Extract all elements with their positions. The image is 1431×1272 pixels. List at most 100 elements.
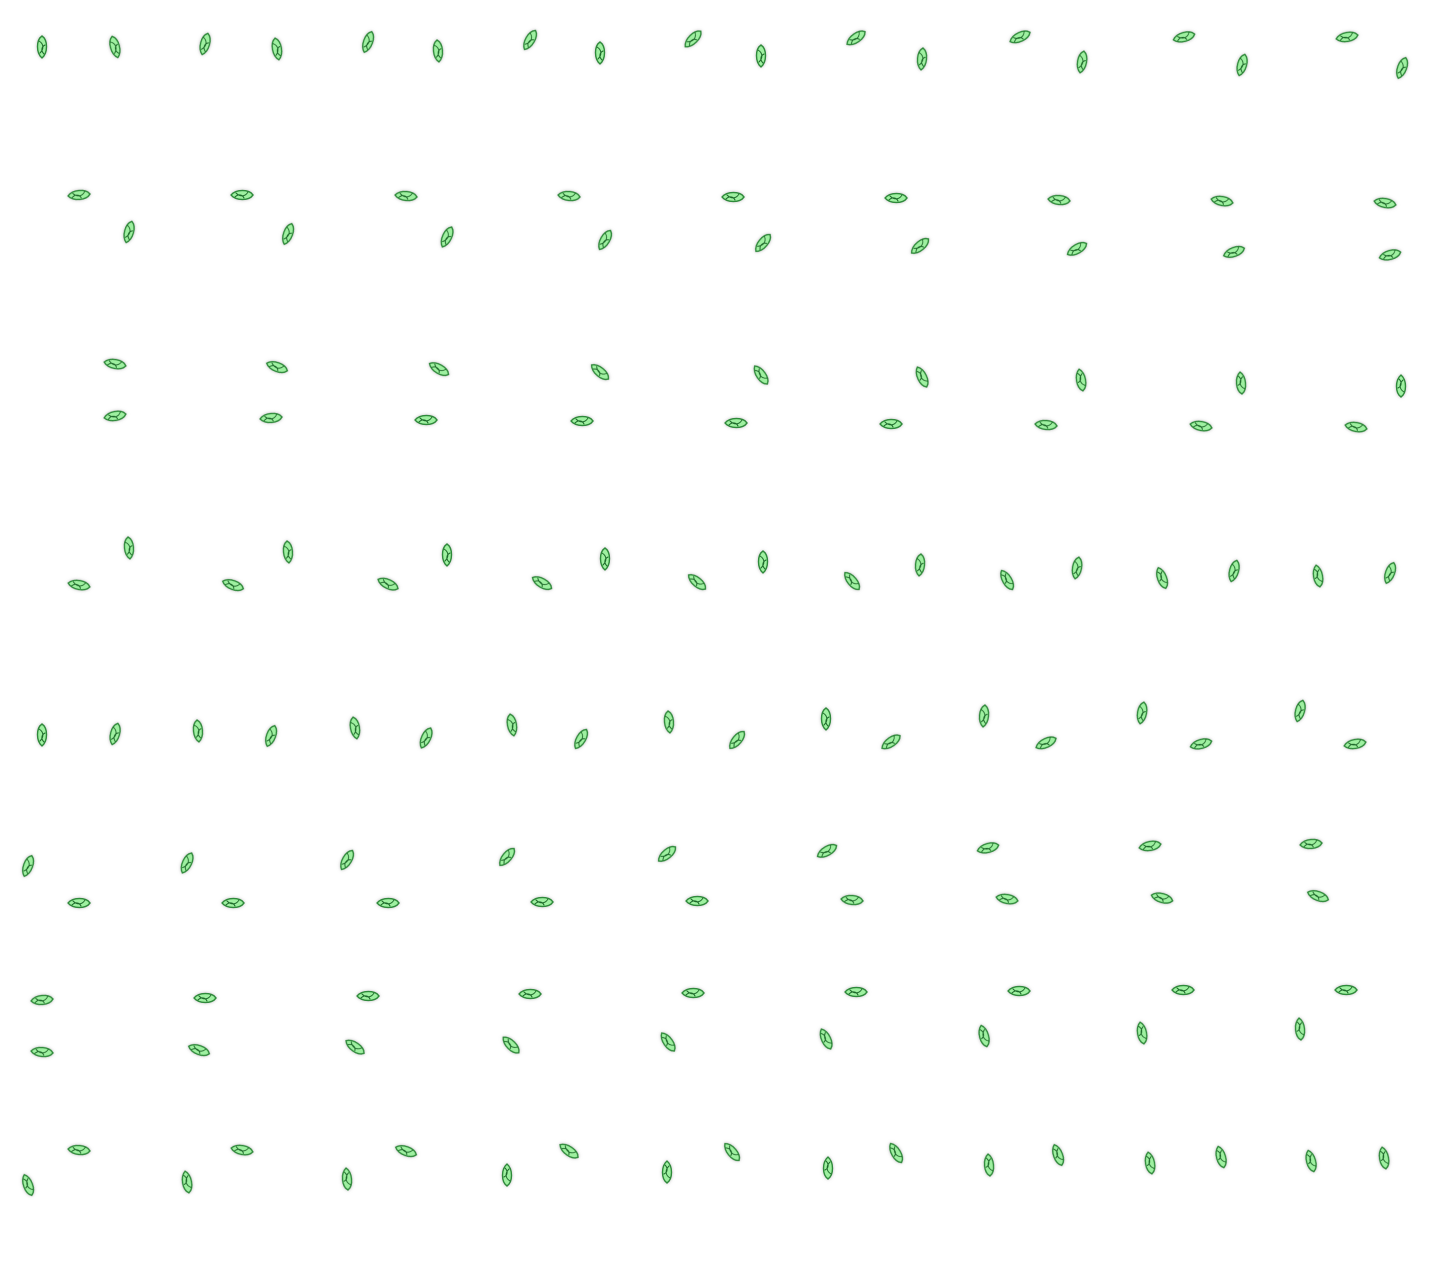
leaf-icon xyxy=(192,719,204,743)
leaf-vein xyxy=(507,719,516,733)
leaf-icon xyxy=(1071,556,1083,580)
leaf-icon xyxy=(501,1163,513,1187)
leaf-icon xyxy=(22,1173,35,1197)
leaf-vein xyxy=(191,1045,207,1055)
leaf-vein xyxy=(1146,1155,1155,1169)
leaf-vein xyxy=(1296,703,1304,719)
leaf-icon xyxy=(724,417,748,429)
leaf-icon xyxy=(757,550,769,574)
sprite-frame xyxy=(531,547,611,590)
leaf-vein xyxy=(1347,739,1361,748)
leaf-icon xyxy=(663,710,675,734)
sprite-frame xyxy=(22,854,91,909)
sprite-frame xyxy=(221,540,294,592)
sprite-frame xyxy=(377,543,453,591)
leaf-vein xyxy=(599,232,610,248)
leaf-vein xyxy=(1216,1150,1226,1163)
leaf-icon xyxy=(1171,984,1195,996)
leaf-vein xyxy=(1039,737,1051,749)
sprite-frame xyxy=(978,985,1031,1048)
sprite-frame xyxy=(721,191,772,253)
leaf-icon xyxy=(36,35,48,59)
leaf-icon xyxy=(1035,736,1057,750)
leaf-vein xyxy=(201,36,209,52)
leaf-vein xyxy=(1348,423,1363,431)
sprite-frame xyxy=(501,1143,579,1187)
leaf-vein xyxy=(824,1160,832,1175)
leaf-vein xyxy=(1339,32,1353,41)
leaf-vein xyxy=(596,46,604,61)
leaf-icon xyxy=(345,1039,365,1055)
leaf-icon xyxy=(1344,421,1368,433)
leaf-vein xyxy=(1214,197,1229,205)
leaf-icon xyxy=(1052,1143,1065,1167)
leaf-icon xyxy=(1156,566,1169,590)
sprite-frame xyxy=(499,847,554,908)
leaf-vein xyxy=(1138,1025,1147,1039)
leaf-icon xyxy=(916,47,928,71)
sprite-frame xyxy=(1138,840,1174,904)
sprite-frame xyxy=(661,1142,741,1184)
leaf-blade xyxy=(753,365,769,385)
sprite-frame xyxy=(259,361,289,424)
leaf-icon xyxy=(914,553,926,577)
leaf-vein xyxy=(534,577,550,588)
leaf-icon xyxy=(1210,195,1234,207)
leaf-blade xyxy=(881,734,901,750)
leaf-vein xyxy=(269,362,285,372)
leaf-vein xyxy=(820,1032,832,1044)
leaf-vein xyxy=(183,1174,192,1188)
sprite-frame xyxy=(345,990,380,1055)
leaf-vein xyxy=(848,988,863,996)
leaf-vein xyxy=(574,417,589,425)
leaf-icon xyxy=(180,852,194,874)
sprite-frame xyxy=(349,716,433,749)
leaf-vein xyxy=(431,363,447,374)
sprite-frame xyxy=(557,190,612,251)
leaf-vein xyxy=(757,235,768,251)
leaf-vein xyxy=(182,855,192,871)
leaf-blade xyxy=(816,844,838,858)
sprite-frame xyxy=(978,704,1057,750)
sprite-frame xyxy=(1344,374,1407,433)
sprite-frame xyxy=(341,1145,418,1191)
sprite-frame xyxy=(884,192,930,254)
leaf-icon xyxy=(432,39,444,63)
leaf-icon xyxy=(1150,892,1174,904)
leaf-icon xyxy=(502,1036,520,1054)
leaf-icon xyxy=(753,365,769,385)
leaf-icon xyxy=(103,410,127,422)
sprite-frame xyxy=(506,713,588,750)
sprite-frame xyxy=(844,553,926,591)
sprite-frame xyxy=(1312,561,1397,588)
leaf-vein xyxy=(979,1029,989,1042)
leaf-vein xyxy=(1397,60,1407,76)
leaf-vein xyxy=(1013,31,1025,43)
leaf-vein xyxy=(725,1145,739,1156)
sprite-frame xyxy=(187,992,217,1057)
leaf-icon xyxy=(1294,699,1306,723)
leaf-icon xyxy=(199,32,211,56)
leaf-icon xyxy=(394,1145,418,1158)
sprite-frame xyxy=(199,32,283,61)
leaf-vein xyxy=(686,32,698,46)
sprite-frame xyxy=(36,35,121,59)
leaf-icon xyxy=(822,1156,834,1180)
leaf-icon xyxy=(978,1024,990,1048)
leaf-icon xyxy=(1378,249,1402,261)
leaf-vein xyxy=(225,580,241,590)
leaf-vein xyxy=(601,552,609,567)
leaf-icon xyxy=(1384,561,1397,585)
leaf-icon xyxy=(724,1142,741,1162)
sprite-frame xyxy=(523,29,606,65)
leaf-icon xyxy=(1335,31,1359,43)
leaf-icon xyxy=(570,415,594,427)
sprite-frame xyxy=(1294,984,1358,1041)
leaf-vein xyxy=(283,545,292,560)
leaf-vein xyxy=(1227,246,1240,257)
leaf-icon xyxy=(574,728,588,750)
leaf-icon xyxy=(978,704,990,728)
leaf-vein xyxy=(398,1146,414,1156)
leaf-vein xyxy=(916,558,924,573)
sprite-frame xyxy=(36,722,121,747)
